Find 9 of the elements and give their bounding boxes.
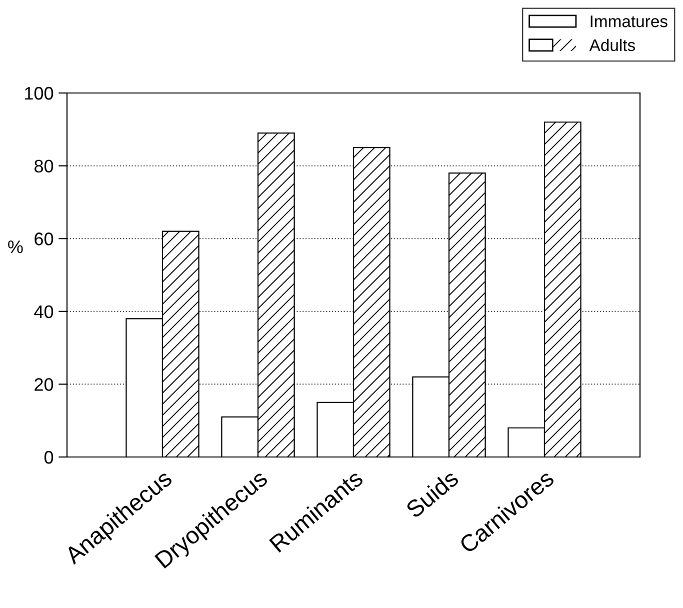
y-tick-label: 60 [34, 232, 54, 246]
y-tick-label: 80 [34, 160, 54, 173]
legend-label: Adults [589, 38, 636, 52]
legend-label: Immatures [590, 16, 668, 28]
y-tick-label: 100 [25, 86, 54, 100]
y-tick-label: 20 [34, 378, 54, 391]
y-axis-title: % [8, 240, 23, 254]
y-tick-label: 40 [34, 305, 54, 318]
y-tick-label: 0 [44, 450, 54, 464]
